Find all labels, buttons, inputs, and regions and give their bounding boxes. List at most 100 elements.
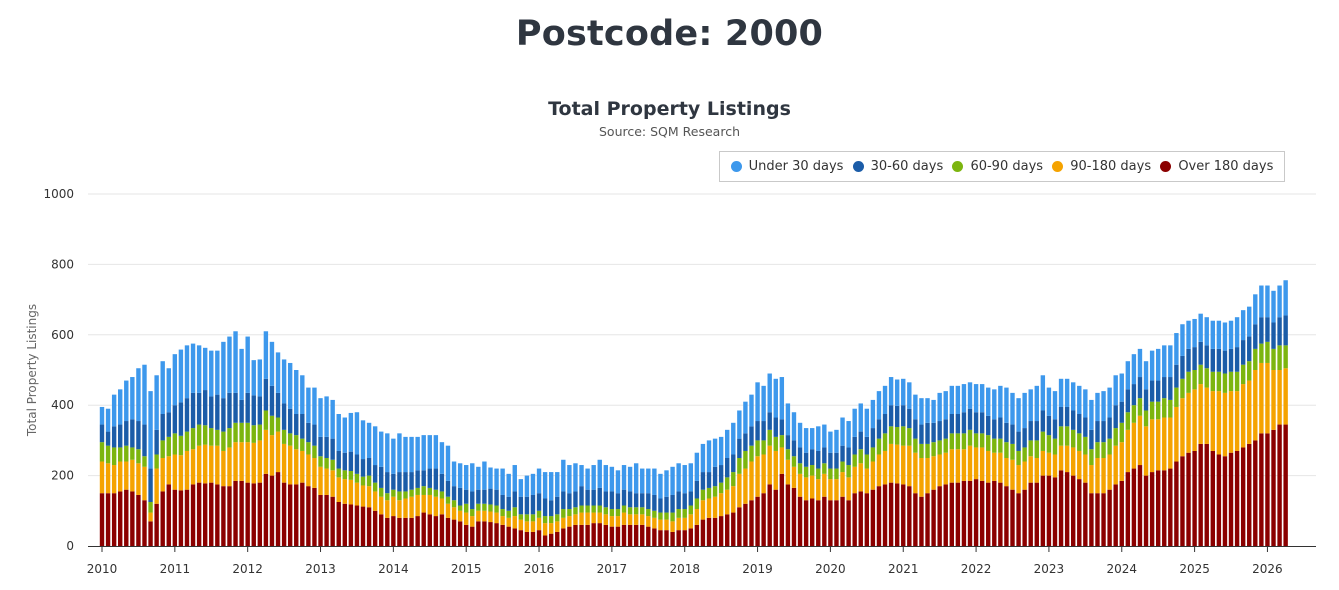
bar-segment — [597, 487, 602, 506]
bar-segment — [621, 489, 627, 506]
bar-segment — [888, 482, 894, 546]
bar-segment — [627, 507, 633, 515]
bar-segment — [1210, 320, 1216, 349]
bar-segment — [931, 442, 936, 457]
bar-segment — [1010, 443, 1015, 460]
bar-segment — [464, 465, 469, 490]
bar-segment — [1216, 320, 1222, 349]
bar-segment — [725, 477, 730, 490]
bar-segment — [1192, 347, 1197, 370]
bar-segment — [379, 431, 384, 467]
bar-segment — [664, 512, 669, 520]
bar-segment — [992, 438, 997, 453]
bar-segment — [433, 468, 439, 490]
bar-segment — [688, 528, 693, 546]
legend-item[interactable]: 30-60 days — [852, 159, 943, 174]
bar-segment — [1089, 493, 1094, 546]
bar-segment — [858, 431, 863, 450]
bar-segment — [1247, 361, 1252, 381]
bar-segment — [1271, 290, 1276, 323]
legend-item[interactable]: 60-90 days — [952, 159, 1043, 174]
bar-segment — [615, 509, 621, 517]
bar-segment — [385, 433, 390, 473]
bar-segment — [925, 398, 930, 423]
legend-item[interactable]: Under 30 days — [730, 159, 843, 174]
bar-segment — [451, 486, 457, 501]
bar-segment — [876, 454, 882, 487]
bar-segment — [1071, 410, 1076, 430]
bar-segment — [312, 424, 317, 446]
bar-segment — [379, 487, 384, 497]
bar-segment — [907, 428, 912, 446]
bar-segment — [494, 489, 499, 506]
bar-segment — [864, 493, 870, 546]
bar-segment — [318, 494, 323, 546]
bar-segment — [870, 399, 876, 429]
bar-segment — [202, 390, 208, 426]
bar-segment — [397, 517, 402, 546]
bar-segment — [846, 465, 851, 478]
bar-segment — [391, 496, 396, 517]
bar-segment — [791, 412, 797, 441]
bar-segment — [718, 493, 724, 517]
bar-segment — [870, 447, 876, 462]
bar-segment — [300, 414, 305, 439]
bar-segment — [1083, 389, 1088, 418]
bar-segment — [1143, 389, 1149, 411]
bar-segment — [1137, 377, 1143, 399]
bar-segment — [130, 447, 135, 460]
bar-segment — [615, 516, 621, 527]
bar-segment — [901, 378, 906, 406]
bar-segment — [124, 445, 129, 462]
bar-segment — [901, 405, 906, 427]
bar-segment — [943, 484, 948, 546]
y-tick-label: 800 — [51, 257, 74, 271]
bar-segment — [403, 472, 408, 492]
bar-segment — [524, 475, 530, 497]
bar-segment — [803, 477, 809, 501]
bar-segment — [591, 523, 596, 546]
bar-segment — [646, 468, 651, 494]
bar-segment — [931, 489, 936, 546]
bar-segment — [676, 509, 681, 518]
bar-segment — [846, 421, 851, 448]
bar-segment — [524, 496, 530, 515]
bar-segment — [561, 509, 566, 518]
bar-segment — [190, 428, 196, 450]
bar-segment — [518, 514, 524, 520]
bar-segment — [870, 489, 876, 546]
bar-segment — [1180, 324, 1185, 356]
bar-segment — [694, 498, 700, 510]
bar-segment — [536, 510, 542, 518]
bar-segment — [773, 450, 778, 490]
legend-item[interactable]: 90-180 days — [1052, 159, 1151, 174]
bar-segment — [148, 512, 153, 522]
bar-segment — [409, 436, 414, 473]
bar-segment — [1222, 392, 1228, 457]
bar-segment — [324, 396, 329, 437]
bar-segment — [894, 379, 900, 406]
bar-segment — [1265, 317, 1270, 342]
bar-segment — [275, 392, 281, 418]
bar-segment — [864, 454, 870, 469]
bar-segment — [925, 458, 930, 494]
legend-item[interactable]: Over 180 days — [1160, 159, 1273, 174]
bar-segment — [937, 486, 942, 546]
bar-segment — [1283, 368, 1288, 425]
bar-segment — [585, 489, 590, 506]
bar-segment — [1089, 429, 1094, 450]
bar-segment — [646, 493, 651, 510]
bar-segment — [652, 510, 657, 518]
bar-segment — [894, 444, 900, 484]
bar-segment — [913, 394, 918, 420]
bar-segment — [1149, 472, 1155, 546]
bar-segment — [1022, 489, 1027, 546]
bar-segment — [834, 479, 839, 501]
bar-segment — [439, 442, 445, 474]
bar-segment — [287, 445, 293, 485]
bar-segment — [603, 491, 609, 508]
bar-segment — [184, 431, 190, 451]
bar-segment — [1004, 486, 1009, 546]
bar-segment — [858, 403, 863, 432]
bar-segment — [555, 514, 560, 522]
